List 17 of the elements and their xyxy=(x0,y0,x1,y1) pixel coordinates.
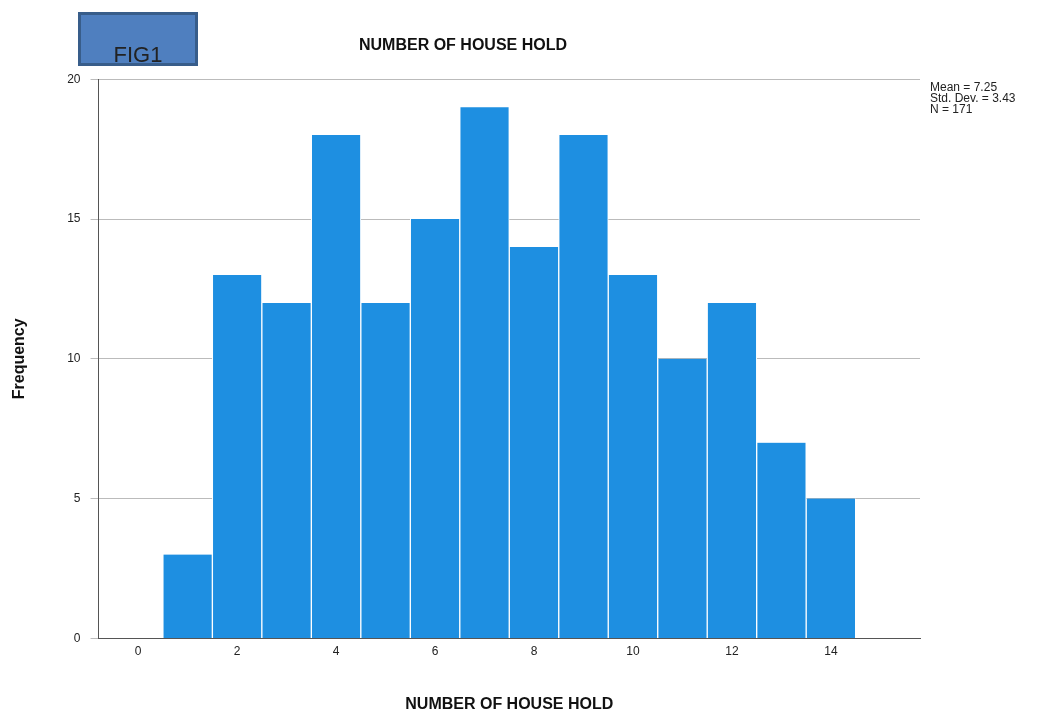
y-tick-label: 20 xyxy=(67,71,81,86)
x-tick-label: 2 xyxy=(233,643,241,658)
x-axis-title: NUMBER OF HOUSE HOLD xyxy=(405,694,614,712)
y-axis-title: Frequency xyxy=(10,318,28,400)
x-tick-label: 10 xyxy=(626,643,640,658)
x-tick-label: 4 xyxy=(332,643,340,658)
y-tick-label: 0 xyxy=(73,630,81,645)
x-tick-label: 8 xyxy=(530,643,538,658)
x-tick-label: 6 xyxy=(431,643,439,658)
y-tick-label: 10 xyxy=(67,351,81,366)
y-tick-label: 5 xyxy=(73,490,81,505)
x-tick-label: 12 xyxy=(725,643,739,658)
x-tick-label: 0 xyxy=(134,643,142,658)
chart-title: NUMBER OF HOUSE HOLD xyxy=(359,36,567,54)
x-tick-label: 14 xyxy=(824,643,838,658)
caption: FIG1 xyxy=(78,12,198,67)
y-tick-label: 15 xyxy=(67,211,81,226)
